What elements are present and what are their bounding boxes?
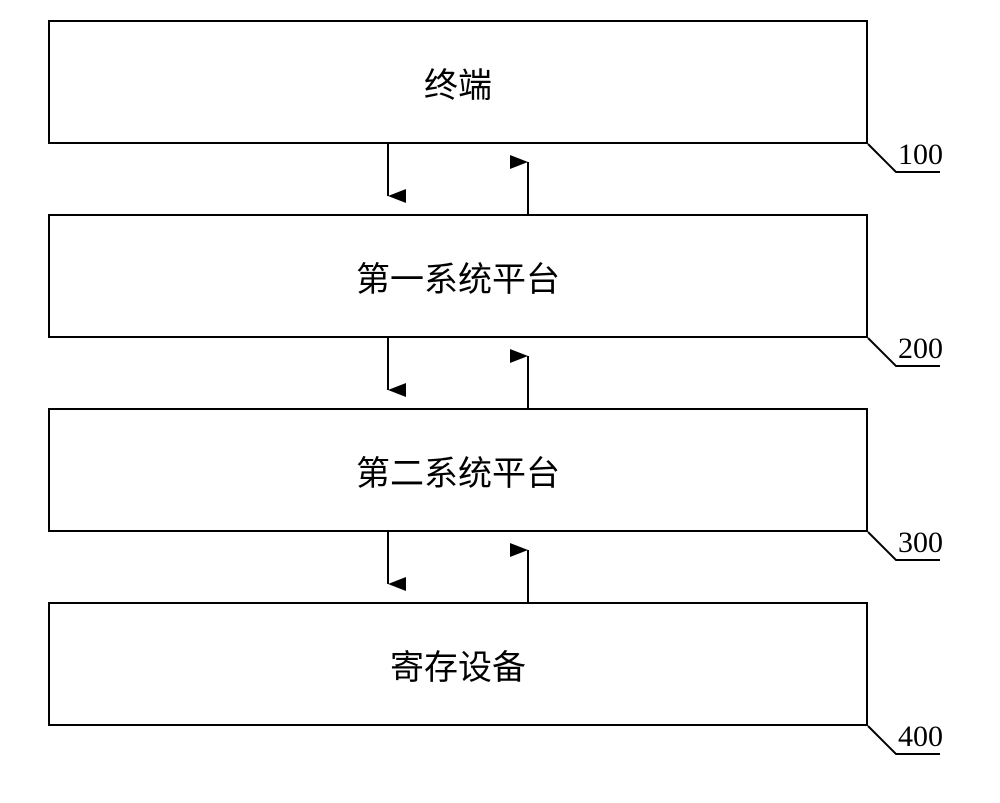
block-n3: 第二系统平台 bbox=[48, 408, 868, 532]
ref-label-100: 100 bbox=[898, 138, 943, 172]
ref-label-400: 400 bbox=[898, 720, 943, 754]
block-n4: 寄存设备 bbox=[48, 602, 868, 726]
ref-label-300: 300 bbox=[898, 526, 943, 560]
block-n2: 第一系统平台 bbox=[48, 214, 868, 338]
block-label: 第二系统平台 bbox=[356, 446, 560, 495]
block-label: 终端 bbox=[424, 58, 492, 107]
block-label: 第一系统平台 bbox=[356, 252, 560, 301]
block-label: 寄存设备 bbox=[390, 640, 526, 689]
diagram-canvas: 终端 100 第一系统平台 200 第二系统平台 300 寄存设备 400 bbox=[0, 0, 1000, 803]
block-n1: 终端 bbox=[48, 20, 868, 144]
ref-label-200: 200 bbox=[898, 332, 943, 366]
